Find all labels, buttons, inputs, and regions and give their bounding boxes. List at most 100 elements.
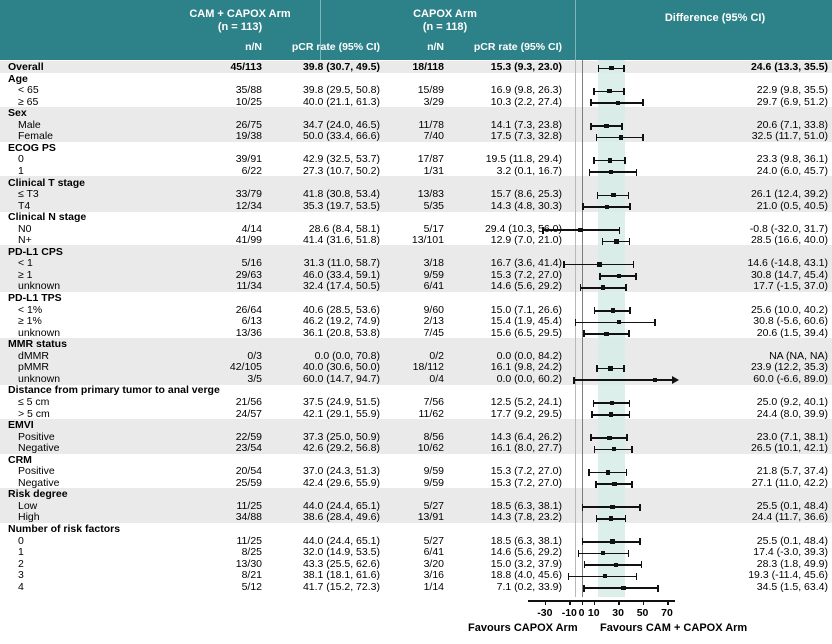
row-nn-capox: 17/87 [417,153,444,166]
row-nn-capox: 11/78 [418,118,445,131]
subgroup-heading: EMVI [8,419,34,432]
point-estimate-marker [610,504,615,510]
point-estimate-marker [604,204,610,209]
row-rate-cam: 44.0 (24.4, 65.1) [302,534,380,547]
row-rate-cam: 39.8 (30.7, 49.5) [302,61,380,73]
row-nn-cam: 39/91 [235,153,262,166]
confidence-interval-line [583,564,643,566]
row-label: Positive [18,465,55,478]
point-estimate-marker [611,192,616,198]
row-stripe [0,418,832,455]
row-nn-capox: 11/62 [418,407,445,420]
row-difference: 30.8 (14.7, 45.4) [750,268,828,281]
row-label: 0 [18,153,24,166]
row-nn-cam: 6/13 [241,315,262,328]
confidence-interval-line [583,587,659,589]
row-difference: 34.5 (1.5, 63.4) [756,580,828,593]
row-rate-capox: 18.5 (6.3, 38.1) [490,499,562,512]
row-rate-capox: 18.5 (6.3, 38.1) [490,534,562,547]
ci-cap-upper [628,330,630,338]
row-difference: 20.6 (1.5, 39.4) [756,326,828,339]
row-stripe [0,176,832,212]
row-nn-cam: 21/56 [235,395,262,408]
row-rate-cam: 42.6 (29.2, 56.8) [302,442,380,455]
row-rate-capox: 7.1 (0.2, 33.9) [496,580,562,593]
row-rate-capox: 18.8 (4.0, 45.6) [490,569,562,582]
point-estimate-marker [609,412,614,417]
row-rate-capox: 16.7 (3.6, 41.4) [490,257,562,270]
point-estimate-marker [616,273,622,279]
point-estimate-marker [609,400,615,406]
row-difference: 20.6 (7.1, 33.8) [756,118,828,131]
confidence-interval-line [567,575,638,578]
row-label: Negative [18,442,60,455]
row-rate-cam: 32.0 (14.9, 53.5) [302,546,380,559]
point-estimate-marker [607,158,613,163]
ci-cap-upper [624,515,627,523]
row-nn-capox: 1/31 [423,164,444,177]
row-rate-capox: 0.0 (0.0, 84.2) [496,349,562,362]
point-estimate-marker [610,308,615,313]
row-stripe [0,337,832,385]
zero-reference-line [581,60,583,598]
row-difference: 25.6 (10.0, 40.2) [750,303,828,316]
ci-cap-lower [593,307,596,315]
row-difference: 24.4 (8.0, 39.9) [756,407,828,420]
table-header: CAM + CAPOX Arm (n = 113) CAPOX Arm (n =… [0,0,832,60]
row-nn-capox: 13/91 [417,511,444,524]
row-nn-cam: 41/99 [235,234,262,247]
ci-cap-lower [599,272,602,280]
subgroup-heading: Age [8,72,28,85]
row-label: 0 [18,534,24,547]
ci-cap-upper [640,561,643,569]
ci-cap-lower [593,157,596,165]
row-nn-capox: 7/40 [423,130,444,143]
subgroup-heading: Clinical N stage [8,211,87,224]
row-rate-capox: 15.0 (7.1, 26.6) [490,303,562,316]
favours-cam-capox-label: Favours CAM + CAPOX Arm [600,622,748,635]
row-label: 2 [18,557,24,570]
row-rate-capox: 15.4 (1.9, 45.4) [490,315,562,328]
row-label: T4 [18,199,31,212]
ci-cap-lower [597,64,600,72]
row-nn-capox: 3/18 [423,257,444,270]
row-nn-capox: 9/59 [423,268,444,281]
ci-cap-upper [642,134,644,142]
row-nn-cam: 33/79 [235,188,262,201]
header-group-capox-title: CAPOX Arm [413,8,477,20]
row-rate-capox: 14.6 (5.6, 29.2) [490,280,562,293]
point-estimate-marker [614,239,619,244]
axis-tick-label: 0 [578,607,585,620]
ci-cap-lower [579,284,582,292]
ci-cap-upper [631,480,634,488]
row-rate-capox: 16.9 (9.8, 26.3) [490,84,562,97]
row-nn-capox: 3/20 [423,557,444,570]
axis-tick-label: 10 [587,607,600,620]
ci-cap-upper [628,411,631,419]
row-rate-capox: 16.1 (9.8, 24.2) [490,361,562,374]
row-label: ≤ 5 cm [18,395,50,408]
ci-arrow-right [672,376,679,385]
header-group-capox: CAPOX Arm (n = 118) [330,8,560,34]
row-nn-cam: 24/57 [235,407,262,420]
row-nn-cam: 8/25 [241,546,262,559]
row-nn-cam: 10/25 [235,95,262,108]
row-label: 1 [18,164,24,177]
row-rate-capox: 14.1 (7.3, 23.8) [490,118,562,131]
row-nn-cam: 13/30 [235,557,262,570]
row-label: < 1% [18,303,43,316]
row-difference: 24.0 (6.0, 45.7) [756,164,828,177]
row-nn-capox: 5/27 [423,534,444,547]
point-estimate-marker [611,447,617,452]
row-rate-cam: 43.3 (25.5, 62.6) [302,557,380,570]
ci-cap-lower [595,134,598,142]
row-nn-cam: 25/59 [235,476,262,489]
row-label: 3 [18,569,24,582]
axis-tick-label: 30 [612,607,624,620]
row-nn-cam: 11/25 [236,534,263,547]
point-estimate-marker [618,135,624,140]
row-nn-capox: 3/16 [423,569,444,582]
point-estimate-marker [612,481,617,487]
ci-cap-lower [593,445,596,453]
